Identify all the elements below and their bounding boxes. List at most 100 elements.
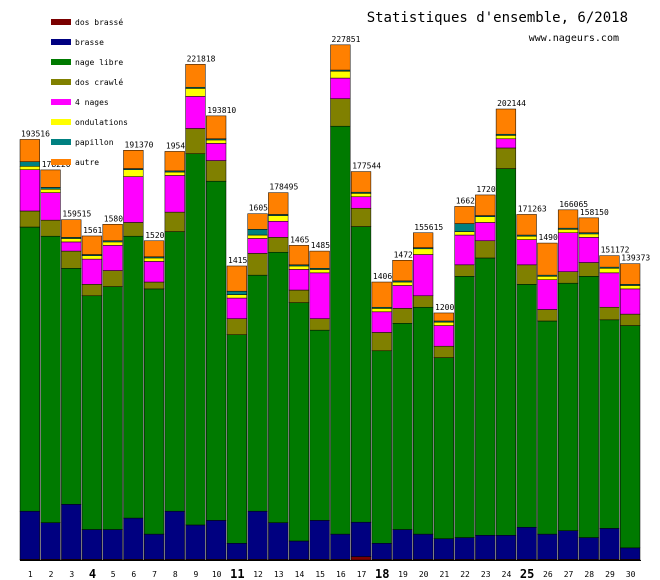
bar-segment-dos_crawle-day-27 (557, 271, 579, 284)
value-label-day-1: 193516 (21, 129, 50, 138)
legend-label-dos_brasse: dos brassé (75, 17, 123, 27)
bar-segment-autre-day-7 (143, 240, 165, 258)
bar-segment-quatre_nages-day-13 (268, 221, 289, 238)
bar-segment-brasse-day-12 (247, 510, 268, 560)
legend-label-nage_libre: nage libre (75, 58, 123, 67)
legend-label-autre: autre (75, 158, 99, 167)
bar-segment-autre-day-27 (557, 209, 579, 229)
bar-segment-dos_crawle-day-7 (143, 281, 165, 290)
bar-segment-nage_libre-day-19 (392, 323, 413, 530)
bar-segment-autre-day-3 (61, 219, 82, 238)
legend-swatch-nage_libre (51, 59, 71, 65)
bar-segment-brasse-day-21 (433, 538, 454, 560)
bar-segment-dos_crawle-day-23 (475, 240, 496, 259)
bar-segment-papillon-day-1 (19, 161, 40, 167)
value-label-day-14: 1465 (290, 235, 309, 244)
bar-segment-ondulations-day-10 (206, 139, 227, 144)
value-label-day-19: 1472 (394, 250, 413, 259)
bar-segment-autre-day-23 (475, 194, 496, 216)
bar-segment-brasse-day-10 (206, 520, 227, 560)
bar-segment-dos_crawle-day-19 (392, 308, 413, 324)
bar-segment-brasse-day-7 (143, 533, 165, 560)
value-labels-group: 1935161782201595151561158019137015201954… (21, 35, 650, 312)
legend-swatch-brasse (51, 39, 71, 45)
value-label-day-5: 1580 (104, 214, 123, 223)
bar-segment-quatre_nages-day-22 (454, 234, 475, 266)
x-tick-label-16: 16 (336, 570, 346, 579)
x-tick-label-6: 6 (131, 570, 136, 579)
value-label-day-23: 1720 (476, 185, 495, 194)
bar-segment-autre-day-12 (247, 213, 268, 230)
site-url: www.nageurs.com (529, 33, 619, 44)
bar-segment-autre-day-11 (226, 265, 247, 292)
bar-segment-dos_crawle-day-18 (371, 332, 392, 352)
bar-segment-quatre_nages-day-3 (61, 241, 82, 252)
bar-segment-dos_crawle-day-2 (40, 219, 61, 237)
bar-segment-nage_libre-day-23 (475, 257, 496, 536)
bar-segment-ondulations-day-13 (268, 215, 289, 222)
bar-segment-autre-day-10 (206, 115, 227, 140)
bar-segment-quatre_nages-day-5 (102, 245, 123, 271)
bar-segment-autre-day-9 (185, 64, 206, 88)
bar-segment-quatre_nages-day-30 (620, 288, 641, 315)
bar-segment-autre-day-2 (40, 169, 61, 188)
bar-segment-dos_crawle-day-22 (454, 264, 475, 277)
bar-segment-dos_crawle-day-24 (495, 147, 517, 169)
x-tick-label-11: 11 (230, 567, 244, 580)
legend-label-quatre_nages: 4 nages (75, 98, 109, 107)
bar-segment-autre-day-16 (330, 44, 351, 71)
bar-segment-brasse-day-22 (454, 537, 475, 560)
x-tick-label-26: 26 (543, 570, 553, 579)
bar-segment-nage_libre-day-15 (309, 329, 330, 521)
bar-segment-nage_libre-day-6 (123, 235, 144, 519)
bar-segment-ondulations-day-15 (309, 269, 330, 274)
bar-segment-brasse-day-9 (185, 524, 206, 560)
bar-segment-brasse-day-26 (537, 533, 558, 560)
x-tick-label-15: 15 (315, 570, 325, 579)
bar-segment-autre-day-30 (620, 263, 641, 285)
value-label-day-12: 1605 (249, 204, 268, 213)
value-label-day-30: 139373 (621, 254, 650, 263)
bar-segment-nage_libre-day-11 (226, 334, 247, 544)
chart-title: Statistiques d'ensemble, 6/2018 (367, 10, 628, 26)
bar-segment-nage_libre-day-20 (413, 306, 434, 535)
bar-segment-brasse-day-13 (268, 522, 289, 560)
bar-segment-ondulations-day-22 (454, 231, 475, 236)
bar-segment-ondulations-day-24 (495, 135, 517, 140)
bar-segment-quatre_nages-day-14 (288, 269, 310, 291)
bar-segment-brasse-day-16 (330, 533, 351, 560)
bar-segment-dos_crawle-day-21 (433, 345, 454, 358)
bar-segment-dos_crawle-day-16 (330, 98, 351, 127)
bar-segment-nage_libre-day-1 (19, 226, 40, 512)
bar-segment-dos_crawle-day-30 (620, 313, 641, 326)
bar-segment-dos_crawle-day-11 (226, 318, 247, 335)
legend: dos brassé brasse nage libre dos crawlé 4 na… (51, 17, 128, 167)
x-tick-label-7: 7 (152, 570, 157, 579)
bar-segment-nage_libre-day-16 (330, 125, 351, 535)
bar-segment-ondulations-day-21 (433, 321, 454, 326)
bar-segment-quatre_nages-day-1 (19, 169, 40, 212)
bar-segment-ondulations-day-12 (247, 234, 268, 239)
bar-segment-nage_libre-day-13 (268, 251, 289, 523)
bar-segment-autre-day-8 (164, 151, 185, 172)
value-label-day-26: 1490 (539, 233, 558, 242)
value-label-day-3: 159515 (62, 210, 91, 219)
bar-segment-autre-day-1 (19, 139, 40, 162)
x-tick-label-14: 14 (295, 570, 305, 579)
bar-segment-dos_crawle-day-3 (61, 250, 82, 269)
x-tick-label-20: 20 (419, 570, 429, 579)
bar-segment-brasse-day-15 (309, 520, 330, 560)
x-tick-label-4: 4 (89, 567, 96, 580)
bar-segment-nage_libre-day-12 (247, 274, 268, 512)
value-label-day-24: 202144 (497, 99, 526, 108)
bar-segment-quatre_nages-day-18 (371, 311, 392, 333)
x-tick-label-1: 1 (28, 570, 33, 579)
bar-segment-dos_crawle-day-5 (102, 270, 123, 287)
legend-label-dos_crawle: dos crawlé (75, 77, 123, 87)
bar-segment-autre-day-18 (371, 281, 392, 308)
bar-segment-dos_crawle-day-8 (164, 211, 185, 232)
bar-segment-nage_libre-day-5 (102, 286, 123, 530)
bar-segment-quatre_nages-day-29 (599, 272, 620, 308)
bar-segment-autre-day-6 (123, 150, 144, 169)
bar-segment-dos_crawle-day-10 (206, 160, 227, 182)
